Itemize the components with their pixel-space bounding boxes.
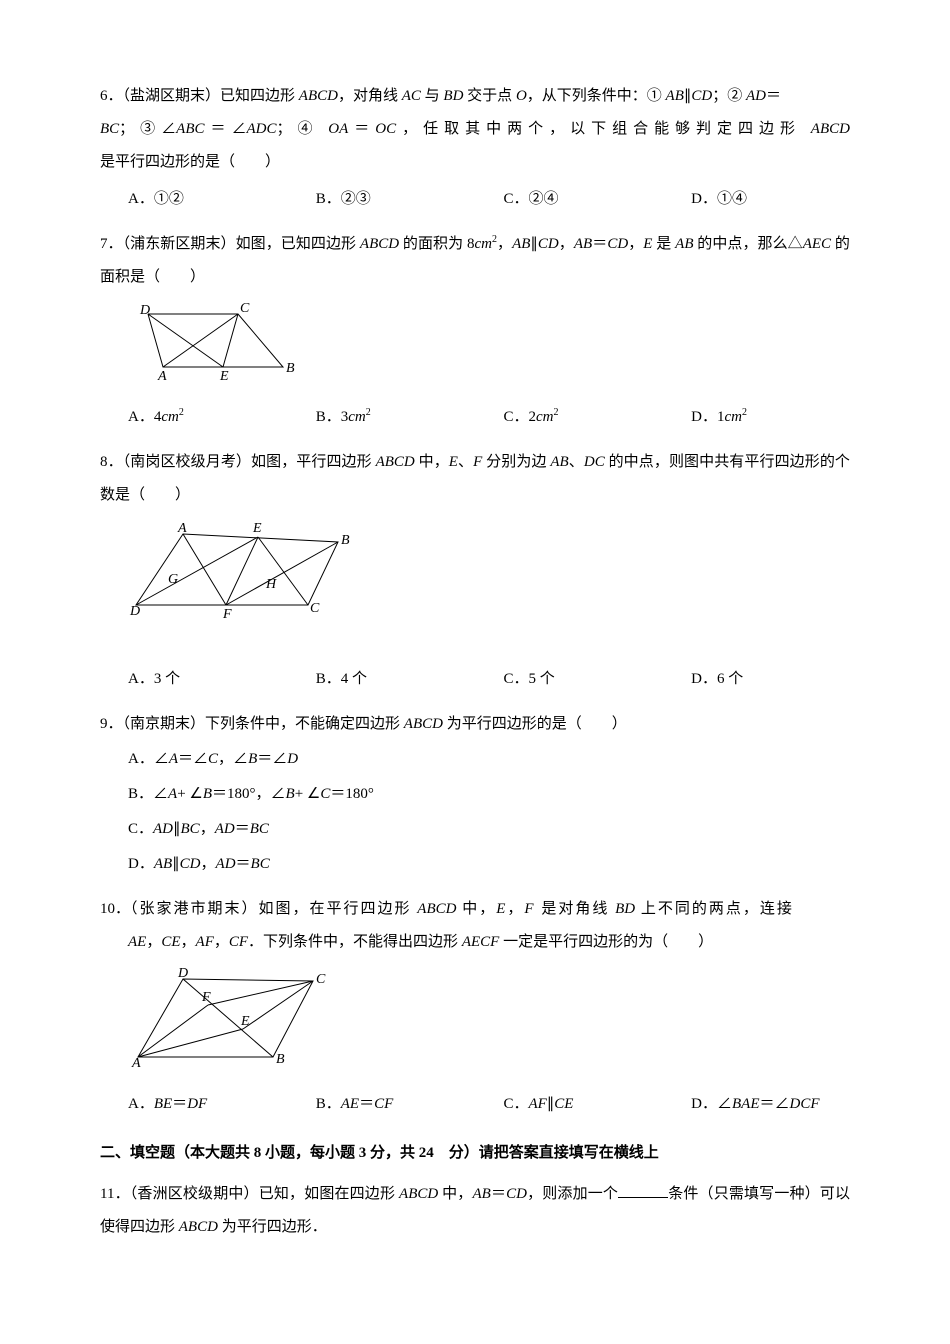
- q11-num: 11．: [100, 1186, 130, 1202]
- q6-num: 6．: [100, 88, 123, 104]
- q7-optA: A．4cm2: [128, 401, 316, 434]
- q6-optC: C．②④: [503, 183, 691, 216]
- svg-text:C: C: [240, 302, 250, 316]
- question-6: 6．（盐湖区期末）已知四边形 ABCD，对角线 AC 与 BD 交于点 O，从下…: [100, 80, 850, 216]
- q7-num: 7．: [100, 236, 123, 252]
- q10-optC: C．AF∥CE: [503, 1088, 691, 1121]
- svg-text:D: D: [129, 604, 140, 619]
- svg-text:D: D: [177, 967, 188, 981]
- svg-text:C: C: [310, 601, 320, 616]
- q6-optA: A．①②: [128, 183, 316, 216]
- q8-figure: A E B D F C G H: [128, 520, 850, 633]
- q6-options: A．①② B．②③ C．②④ D．①④: [128, 183, 850, 216]
- svg-text:A: A: [157, 369, 167, 380]
- question-11: 11．（香洲区校级期中）已知，如图在四边形 ABCD 中，AB＝CD，则添加一个…: [100, 1178, 850, 1244]
- svg-text:F: F: [201, 990, 211, 1005]
- svg-text:E: E: [252, 521, 262, 536]
- q10-source: （张家港市期末）: [130, 901, 259, 917]
- section-2-title: 二、填空题（本大题共 8 小题，每小题 3 分，共 24 分）请把答案直接填写在…: [100, 1137, 850, 1170]
- question-7: 7．（浦东新区期末）如图，已知四边形 ABCD 的面积为 8cm2，AB∥CD，…: [100, 228, 850, 434]
- q8-svg: A E B D F C G H: [128, 520, 353, 620]
- svg-text:E: E: [219, 369, 229, 380]
- svg-text:C: C: [316, 972, 326, 987]
- q6-source: （盐湖区期末）: [123, 88, 221, 104]
- question-9: 9．（南京期末）下列条件中，不能确定四边形 ABCD 为平行四边形的是（ ） A…: [100, 708, 850, 881]
- q10-text: 10．（张家港市期末）如图，在平行四边形 ABCD 中，E，F 是对角线 BD …: [100, 893, 850, 926]
- svg-text:B: B: [286, 361, 295, 376]
- q9-optA: A．∠A＝∠C，∠B＝∠D: [128, 743, 850, 776]
- q7-optB: B．3cm2: [316, 401, 504, 434]
- q9-optD: D．AB∥CD，AD＝BC: [128, 848, 850, 881]
- svg-text:A: A: [177, 521, 187, 536]
- q10-num: 10．: [100, 901, 130, 917]
- question-10: 10．（张家港市期末）如图，在平行四边形 ABCD 中，E，F 是对角线 BD …: [100, 893, 850, 1121]
- svg-text:A: A: [131, 1056, 141, 1067]
- q7-text: 7．（浦东新区期末）如图，已知四边形 ABCD 的面积为 8cm2，AB∥CD，…: [100, 228, 850, 294]
- q10-optD: D．∠BAE＝∠DCF: [691, 1088, 850, 1121]
- q9-num: 9．: [100, 716, 123, 732]
- q6-optB: B．②③: [316, 183, 504, 216]
- q11-source: （香洲区校级期中）: [130, 1186, 259, 1202]
- q6-optD: D．①④: [691, 183, 850, 216]
- q8-text: 8．（南岗区校级月考）如图，平行四边形 ABCD 中，E、F 分别为边 AB、D…: [100, 446, 850, 512]
- q7-source: （浦东新区期末）: [123, 236, 236, 252]
- svg-text:B: B: [341, 533, 350, 548]
- q8-optA: A．3 个: [128, 663, 316, 696]
- q7-optC: C．2cm2: [503, 401, 691, 434]
- q10-svg: D C A B F E: [128, 967, 328, 1067]
- q9-optB: B．∠A+ ∠B＝180°，∠B+ ∠C＝180°: [128, 778, 850, 811]
- q10-optB: B．AE＝CF: [316, 1088, 504, 1121]
- q11-text: 11．（香洲区校级期中）已知，如图在四边形 ABCD 中，AB＝CD，则添加一个…: [100, 1178, 850, 1244]
- svg-text:G: G: [168, 572, 178, 587]
- q9-options: A．∠A＝∠C，∠B＝∠D B．∠A+ ∠B＝180°，∠B+ ∠C＝180° …: [128, 743, 850, 881]
- q7-options: A．4cm2 B．3cm2 C．2cm2 D．1cm2: [128, 401, 850, 434]
- q9-source: （南京期末）: [123, 716, 206, 732]
- svg-text:F: F: [222, 607, 232, 620]
- question-8: 8．（南岗区校级月考）如图，平行四边形 ABCD 中，E、F 分别为边 AB、D…: [100, 446, 850, 696]
- q11-blank: [618, 1184, 668, 1198]
- q8-source: （南岗区校级月考）: [123, 454, 251, 470]
- q10-options: A．BE＝DF B．AE＝CF C．AF∥CE D．∠BAE＝∠DCF: [128, 1088, 850, 1121]
- q10-figure: D C A B F E: [128, 967, 850, 1080]
- q7-optD: D．1cm2: [691, 401, 850, 434]
- q9-optC: C．AD∥BC，AD＝BC: [128, 813, 850, 846]
- q8-num: 8．: [100, 454, 123, 470]
- svg-text:B: B: [276, 1052, 285, 1067]
- svg-text:D: D: [139, 303, 150, 318]
- q6-text: 6．（盐湖区期末）已知四边形 ABCD，对角线 AC 与 BD 交于点 O，从下…: [100, 80, 850, 179]
- q7-figure: D C A E B: [128, 302, 850, 393]
- q8-optD: D．6 个: [691, 663, 850, 696]
- q8-optB: B．4 个: [316, 663, 504, 696]
- q9-text: 9．（南京期末）下列条件中，不能确定四边形 ABCD 为平行四边形的是（ ）: [100, 708, 850, 741]
- q10-optA: A．BE＝DF: [128, 1088, 316, 1121]
- svg-text:E: E: [240, 1014, 250, 1029]
- svg-text:H: H: [265, 577, 277, 592]
- q8-optC: C．5 个: [503, 663, 691, 696]
- q7-svg: D C A E B: [128, 302, 303, 380]
- q8-options: A．3 个 B．4 个 C．5 个 D．6 个: [128, 663, 850, 696]
